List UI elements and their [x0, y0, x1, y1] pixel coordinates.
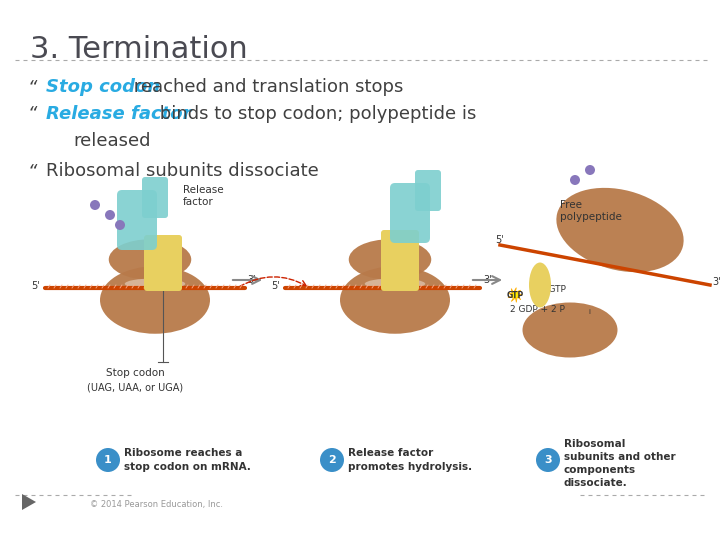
Circle shape: [585, 165, 595, 175]
Ellipse shape: [125, 279, 185, 289]
Ellipse shape: [557, 188, 683, 272]
Text: Free: Free: [560, 200, 582, 210]
Text: 5': 5': [495, 235, 504, 245]
Ellipse shape: [529, 262, 551, 307]
Text: 3': 3': [483, 275, 492, 285]
Circle shape: [115, 220, 125, 230]
Text: 3. Termination: 3. Termination: [30, 35, 248, 64]
FancyBboxPatch shape: [144, 235, 182, 291]
Text: Stop codon: Stop codon: [106, 368, 164, 378]
Text: Ribosomal subunits dissociate: Ribosomal subunits dissociate: [46, 162, 319, 180]
Ellipse shape: [348, 239, 431, 280]
Text: polypeptide: polypeptide: [560, 212, 622, 222]
Text: (UAG, UAA, or UGA): (UAG, UAA, or UGA): [87, 382, 183, 392]
Text: 3': 3': [712, 277, 720, 287]
Circle shape: [105, 210, 115, 220]
Text: released: released: [73, 132, 150, 150]
Text: “: “: [28, 105, 37, 123]
Text: reached and translation stops: reached and translation stops: [128, 78, 403, 96]
Circle shape: [90, 200, 100, 210]
Circle shape: [320, 448, 344, 472]
FancyBboxPatch shape: [117, 190, 157, 250]
Text: Stop codon: Stop codon: [46, 78, 161, 96]
Text: i: i: [588, 309, 590, 315]
Text: subunits and other: subunits and other: [564, 452, 675, 462]
Text: Ribosome reaches a: Ribosome reaches a: [124, 448, 243, 458]
Ellipse shape: [365, 279, 426, 289]
Text: components: components: [564, 465, 636, 475]
Text: 2: 2: [328, 455, 336, 465]
Polygon shape: [22, 494, 36, 510]
Text: binds to stop codon; polypeptide is: binds to stop codon; polypeptide is: [154, 105, 477, 123]
Text: 2 GTP: 2 GTP: [540, 286, 566, 294]
Text: stop codon on mRNA.: stop codon on mRNA.: [124, 462, 251, 472]
Ellipse shape: [100, 266, 210, 334]
FancyBboxPatch shape: [415, 170, 441, 211]
Text: Ribosomal: Ribosomal: [564, 439, 626, 449]
Ellipse shape: [340, 266, 450, 334]
Circle shape: [96, 448, 120, 472]
Text: 5': 5': [271, 281, 280, 291]
Text: GTP: GTP: [506, 291, 523, 300]
Text: factor: factor: [183, 197, 214, 207]
Text: Release: Release: [183, 185, 224, 195]
Text: Release factor: Release factor: [46, 105, 192, 123]
Text: 3: 3: [544, 455, 552, 465]
FancyBboxPatch shape: [142, 177, 168, 218]
Text: “: “: [28, 162, 37, 180]
Text: 2 GDP + 2 P: 2 GDP + 2 P: [510, 305, 565, 314]
Text: Release factor: Release factor: [348, 448, 433, 458]
Text: 1: 1: [104, 455, 112, 465]
Text: “: “: [28, 78, 37, 96]
Text: promotes hydrolysis.: promotes hydrolysis.: [348, 462, 472, 472]
Circle shape: [536, 448, 560, 472]
Text: dissociate.: dissociate.: [564, 478, 628, 488]
FancyBboxPatch shape: [390, 183, 430, 243]
Ellipse shape: [109, 239, 192, 280]
Text: 5': 5': [31, 281, 40, 291]
Polygon shape: [508, 288, 523, 302]
Text: 3': 3': [247, 275, 256, 285]
Text: © 2014 Pearson Education, Inc.: © 2014 Pearson Education, Inc.: [90, 501, 223, 510]
Ellipse shape: [523, 302, 618, 357]
Circle shape: [570, 175, 580, 185]
FancyBboxPatch shape: [381, 230, 419, 291]
